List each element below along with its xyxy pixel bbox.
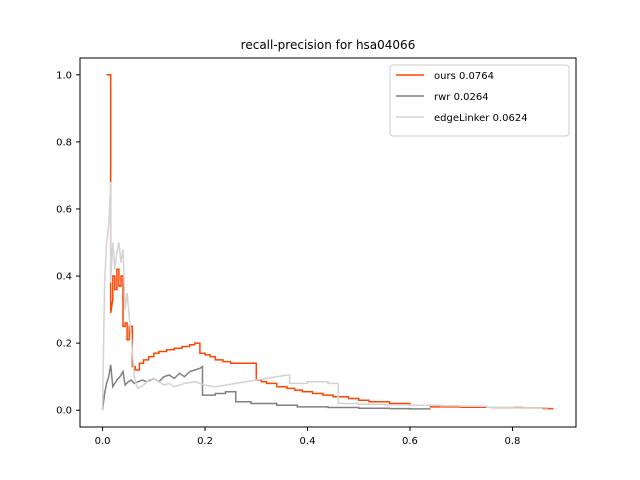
legend: ours 0.0764 rwr 0.0264 edgeLinker 0.0624: [389, 64, 570, 137]
series-line-1: [106, 74, 554, 410]
legend-label-3: edgeLinker 0.0624: [434, 113, 528, 124]
axes-frame: [79, 57, 577, 428]
x-tick-label: 0.8: [505, 436, 521, 447]
legend-box: [389, 64, 570, 137]
x-tick-label: 0.2: [197, 436, 213, 447]
chart-title: recall-precision for hsa04066: [241, 38, 416, 52]
y-tick-label: 0.8: [56, 137, 72, 148]
series-line-3: [101, 182, 549, 411]
y-tick-label: 1.0: [56, 70, 72, 81]
y-axis: 0.0 0.2 0.4 0.6 0.8 1.0: [56, 70, 80, 417]
x-tick-label: 0.6: [402, 436, 418, 447]
legend-label-1: ours 0.0764: [434, 71, 494, 82]
x-tick-label: 0.0: [95, 436, 111, 447]
legend-label-2: rwr 0.0264: [434, 92, 489, 103]
y-tick-label: 0.0: [56, 406, 72, 417]
y-tick-label: 0.4: [56, 272, 72, 283]
series-layer: [101, 74, 554, 411]
y-tick-label: 0.6: [56, 204, 72, 215]
series-line-2: [101, 364, 431, 411]
x-axis: 0.0 0.2 0.4 0.6 0.8: [95, 427, 521, 447]
y-tick-label: 0.2: [56, 339, 72, 350]
x-tick-label: 0.4: [300, 436, 316, 447]
